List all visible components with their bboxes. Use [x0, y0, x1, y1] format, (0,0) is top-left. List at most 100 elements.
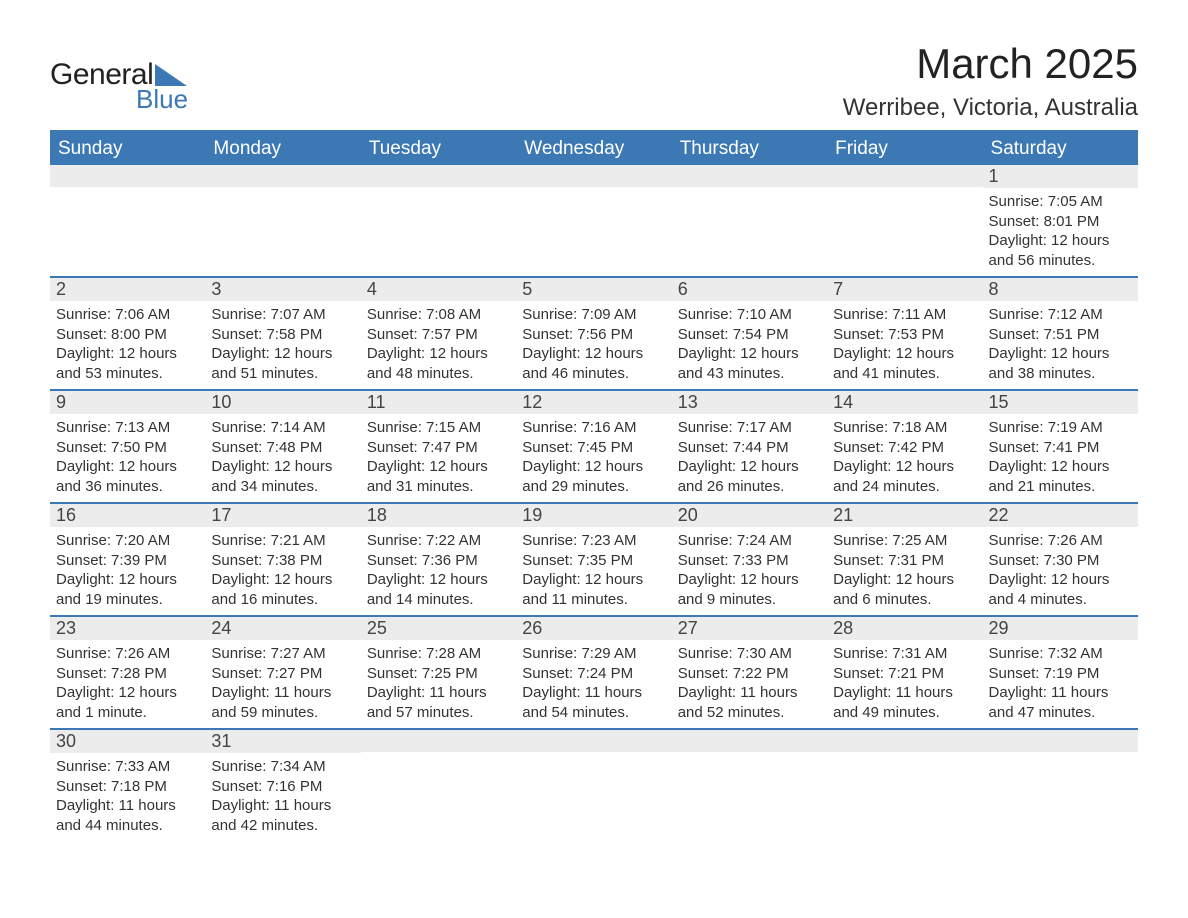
sunset-text: Sunset: 7:44 PM: [678, 438, 821, 458]
day-number: 6: [672, 278, 827, 301]
daylight-text: Daylight: 12 hours and 38 minutes.: [989, 344, 1132, 383]
day-number: 29: [983, 617, 1138, 640]
sunset-text: Sunset: 8:01 PM: [989, 212, 1132, 232]
sunrise-text: Sunrise: 7:33 AM: [56, 757, 199, 777]
title-block: March 2025 Werribee, Victoria, Australia: [843, 40, 1138, 122]
calendar-cell: [516, 729, 671, 841]
calendar-cell: 2Sunrise: 7:06 AMSunset: 8:00 PMDaylight…: [50, 277, 205, 390]
calendar-cell: 19Sunrise: 7:23 AMSunset: 7:35 PMDayligh…: [516, 503, 671, 616]
sunset-text: Sunset: 7:24 PM: [522, 664, 665, 684]
sunrise-text: Sunrise: 7:25 AM: [833, 531, 976, 551]
sunset-text: Sunset: 7:41 PM: [989, 438, 1132, 458]
day-number: 16: [50, 504, 205, 527]
day-number: 13: [672, 391, 827, 414]
day-content: Sunrise: 7:26 AMSunset: 7:28 PMDaylight:…: [50, 640, 205, 728]
day-number: 30: [50, 730, 205, 753]
daylight-text: Daylight: 12 hours and 34 minutes.: [211, 457, 354, 496]
day-content: Sunrise: 7:07 AMSunset: 7:58 PMDaylight:…: [205, 301, 360, 389]
day-content: Sunrise: 7:28 AMSunset: 7:25 PMDaylight:…: [361, 640, 516, 728]
sunset-text: Sunset: 7:39 PM: [56, 551, 199, 571]
calendar-cell: 9Sunrise: 7:13 AMSunset: 7:50 PMDaylight…: [50, 390, 205, 503]
sunset-text: Sunset: 7:57 PM: [367, 325, 510, 345]
calendar-cell: 31Sunrise: 7:34 AMSunset: 7:16 PMDayligh…: [205, 729, 360, 841]
sunrise-text: Sunrise: 7:19 AM: [989, 418, 1132, 438]
sunset-text: Sunset: 7:38 PM: [211, 551, 354, 571]
daylight-text: Daylight: 11 hours and 47 minutes.: [989, 683, 1132, 722]
day-content: Sunrise: 7:10 AMSunset: 7:54 PMDaylight:…: [672, 301, 827, 389]
sunrise-text: Sunrise: 7:26 AM: [989, 531, 1132, 551]
sunset-text: Sunset: 7:45 PM: [522, 438, 665, 458]
day-number: 22: [983, 504, 1138, 527]
day-content: Sunrise: 7:17 AMSunset: 7:44 PMDaylight:…: [672, 414, 827, 502]
day-header: Wednesday: [516, 132, 671, 166]
calendar-cell: [672, 165, 827, 277]
day-content: Sunrise: 7:33 AMSunset: 7:18 PMDaylight:…: [50, 753, 205, 841]
day-number: 4: [361, 278, 516, 301]
day-number: [983, 730, 1138, 752]
calendar-cell: [983, 729, 1138, 841]
day-content: Sunrise: 7:26 AMSunset: 7:30 PMDaylight:…: [983, 527, 1138, 615]
day-header: Saturday: [983, 132, 1138, 166]
sunrise-text: Sunrise: 7:26 AM: [56, 644, 199, 664]
calendar-cell: 14Sunrise: 7:18 AMSunset: 7:42 PMDayligh…: [827, 390, 982, 503]
sunset-text: Sunset: 7:50 PM: [56, 438, 199, 458]
calendar-cell: 5Sunrise: 7:09 AMSunset: 7:56 PMDaylight…: [516, 277, 671, 390]
sunrise-text: Sunrise: 7:09 AM: [522, 305, 665, 325]
day-content: Sunrise: 7:15 AMSunset: 7:47 PMDaylight:…: [361, 414, 516, 502]
day-content: Sunrise: 7:14 AMSunset: 7:48 PMDaylight:…: [205, 414, 360, 502]
sunset-text: Sunset: 7:28 PM: [56, 664, 199, 684]
sunrise-text: Sunrise: 7:11 AM: [833, 305, 976, 325]
sunset-text: Sunset: 7:51 PM: [989, 325, 1132, 345]
location-subtitle: Werribee, Victoria, Australia: [843, 94, 1138, 122]
day-content: Sunrise: 7:12 AMSunset: 7:51 PMDaylight:…: [983, 301, 1138, 389]
daylight-text: Daylight: 11 hours and 52 minutes.: [678, 683, 821, 722]
calendar-cell: 25Sunrise: 7:28 AMSunset: 7:25 PMDayligh…: [361, 616, 516, 729]
calendar-week-row: 16Sunrise: 7:20 AMSunset: 7:39 PMDayligh…: [50, 503, 1138, 616]
calendar-cell: 20Sunrise: 7:24 AMSunset: 7:33 PMDayligh…: [672, 503, 827, 616]
daylight-text: Daylight: 11 hours and 42 minutes.: [211, 796, 354, 835]
day-number: 18: [361, 504, 516, 527]
day-number: 8: [983, 278, 1138, 301]
day-header: Thursday: [672, 132, 827, 166]
sunrise-text: Sunrise: 7:13 AM: [56, 418, 199, 438]
sunset-text: Sunset: 7:19 PM: [989, 664, 1132, 684]
day-content: Sunrise: 7:09 AMSunset: 7:56 PMDaylight:…: [516, 301, 671, 389]
day-number: 12: [516, 391, 671, 414]
sunrise-text: Sunrise: 7:28 AM: [367, 644, 510, 664]
sunrise-text: Sunrise: 7:06 AM: [56, 305, 199, 325]
daylight-text: Daylight: 12 hours and 46 minutes.: [522, 344, 665, 383]
day-content: Sunrise: 7:13 AMSunset: 7:50 PMDaylight:…: [50, 414, 205, 502]
sunset-text: Sunset: 7:47 PM: [367, 438, 510, 458]
sunset-text: Sunset: 7:58 PM: [211, 325, 354, 345]
sunrise-text: Sunrise: 7:05 AM: [989, 192, 1132, 212]
calendar-cell: 23Sunrise: 7:26 AMSunset: 7:28 PMDayligh…: [50, 616, 205, 729]
calendar-cell: 17Sunrise: 7:21 AMSunset: 7:38 PMDayligh…: [205, 503, 360, 616]
day-number: 26: [516, 617, 671, 640]
day-number: 14: [827, 391, 982, 414]
sunset-text: Sunset: 7:56 PM: [522, 325, 665, 345]
day-content: Sunrise: 7:08 AMSunset: 7:57 PMDaylight:…: [361, 301, 516, 389]
sunrise-text: Sunrise: 7:20 AM: [56, 531, 199, 551]
page-header: General Blue March 2025 Werribee, Victor…: [50, 40, 1138, 122]
day-header: Sunday: [50, 132, 205, 166]
calendar-cell: [205, 165, 360, 277]
sunrise-text: Sunrise: 7:32 AM: [989, 644, 1132, 664]
day-number: 15: [983, 391, 1138, 414]
sunrise-text: Sunrise: 7:31 AM: [833, 644, 976, 664]
day-content: Sunrise: 7:06 AMSunset: 8:00 PMDaylight:…: [50, 301, 205, 389]
day-content: Sunrise: 7:18 AMSunset: 7:42 PMDaylight:…: [827, 414, 982, 502]
day-number: 23: [50, 617, 205, 640]
day-number: 2: [50, 278, 205, 301]
day-content: Sunrise: 7:11 AMSunset: 7:53 PMDaylight:…: [827, 301, 982, 389]
day-number: 3: [205, 278, 360, 301]
sunset-text: Sunset: 7:35 PM: [522, 551, 665, 571]
daylight-text: Daylight: 12 hours and 1 minute.: [56, 683, 199, 722]
calendar-cell: 28Sunrise: 7:31 AMSunset: 7:21 PMDayligh…: [827, 616, 982, 729]
day-number: [672, 165, 827, 187]
sunrise-text: Sunrise: 7:15 AM: [367, 418, 510, 438]
calendar-cell: 29 Sunrise: 7:32 AMSunset: 7:19 PMDayligh…: [983, 616, 1138, 729]
sunrise-text: Sunrise: 7:29 AM: [522, 644, 665, 664]
day-content: Sunrise: 7:25 AMSunset: 7:31 PMDaylight:…: [827, 527, 982, 615]
daylight-text: Daylight: 12 hours and 53 minutes.: [56, 344, 199, 383]
day-header: Monday: [205, 132, 360, 166]
